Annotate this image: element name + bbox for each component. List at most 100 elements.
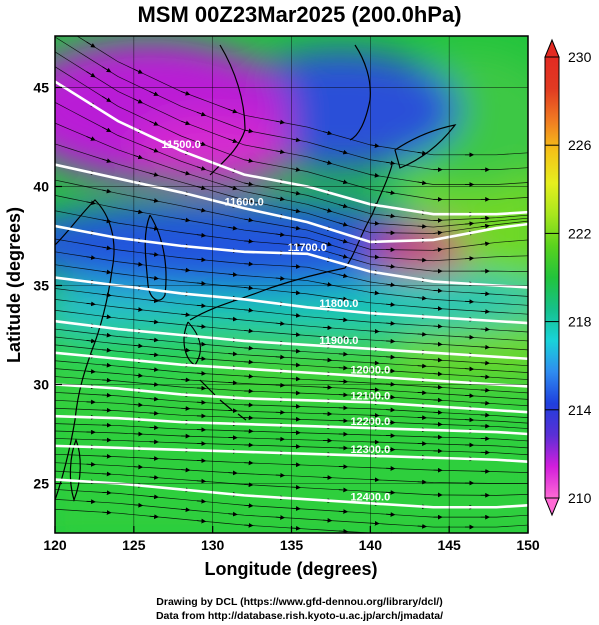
wind-arrow	[149, 396, 159, 402]
wind-arrow	[417, 150, 427, 156]
wind-arrow	[149, 275, 159, 281]
wind-arrow	[102, 292, 112, 298]
wind-arrow	[291, 332, 301, 337]
wind-arrow	[86, 71, 96, 78]
wind-arrow	[86, 255, 96, 260]
wind-arrow	[322, 130, 333, 136]
wind-arrow	[149, 475, 159, 480]
wind-arrow	[228, 316, 238, 322]
wind-arrow	[133, 502, 144, 508]
heatmap-field	[55, 40, 528, 533]
wind-arrow	[386, 190, 396, 196]
wind-arrow	[86, 136, 96, 141]
wind-arrow	[338, 238, 349, 244]
wind-arrow	[386, 282, 396, 288]
colorbar-top-cap	[544, 38, 560, 58]
wind-arrow	[149, 120, 159, 126]
contour-line	[55, 351, 528, 388]
wind-arrow	[244, 198, 254, 204]
wind-arrow	[149, 251, 159, 257]
wind-arrow	[102, 158, 112, 163]
wind-arrow	[291, 225, 301, 231]
coastline-sakhalin	[349, 44, 371, 141]
wind-arrow	[149, 91, 159, 96]
colorbar-tick-label: 230	[568, 49, 592, 65]
wind-arrow	[86, 369, 96, 374]
wind-arrow	[228, 272, 238, 277]
wind-arrow	[338, 254, 349, 259]
colorbar-tick-label: 218	[568, 314, 592, 330]
wind-arrow	[244, 285, 254, 291]
wind-arrow	[181, 507, 191, 513]
wind-arrow	[149, 410, 159, 416]
wind-arrow	[102, 347, 112, 353]
wind-arrow	[433, 230, 443, 236]
wind-arrow	[322, 208, 333, 213]
wind-arrow	[181, 267, 191, 273]
wind-arrow	[275, 119, 286, 125]
contour-line	[55, 414, 528, 436]
height-contours	[55, 80, 528, 509]
wind-arrow	[291, 242, 301, 248]
wind-arrow	[149, 337, 159, 343]
wind-arrow	[181, 170, 191, 176]
wind-arrow	[149, 367, 159, 372]
wind-arrow	[291, 313, 301, 318]
wind-arrow	[338, 296, 349, 302]
coastline-taiwan	[69, 438, 81, 502]
wind-arrow	[133, 307, 144, 312]
wind-arrow	[244, 181, 254, 187]
wind-arrow	[133, 98, 144, 104]
wind-arrow	[338, 222, 349, 227]
wind-arrow	[149, 352, 159, 358]
contour-line	[55, 224, 528, 289]
coastline-korea-peninsula	[144, 214, 167, 301]
wind-arrow	[102, 362, 112, 368]
wind-arrow	[228, 225, 238, 231]
x-axis-ticks: 120 125 130 135 140 145 150	[43, 526, 540, 553]
wind-arrow	[417, 295, 427, 301]
wind-arrow	[370, 143, 380, 148]
wind-arrow	[196, 185, 207, 191]
wind-arrow	[291, 290, 301, 296]
wind-arrow	[244, 158, 254, 163]
wind-arrow	[149, 494, 159, 500]
y-tick-label: 30	[33, 376, 49, 392]
wind-arrow	[133, 154, 144, 160]
wind-arrow	[102, 126, 112, 133]
wind-arrow	[370, 172, 380, 178]
wind-arrow	[275, 196, 286, 202]
wind-arrow	[133, 261, 144, 267]
wind-arrow	[386, 264, 396, 269]
wind-arrow	[338, 179, 349, 185]
wind-arrow	[275, 321, 286, 326]
wind-arrow	[228, 185, 238, 191]
colorbar-tick-label: 214	[568, 402, 592, 418]
wind-arrow	[338, 317, 349, 323]
coastline-primorye	[209, 44, 246, 176]
wind-arrow	[322, 282, 333, 287]
x-tick-label: 120	[43, 537, 67, 553]
colorbar-tick-label: 226	[568, 137, 592, 153]
wind-arrow	[181, 217, 191, 223]
wind-arrow	[291, 190, 301, 196]
wind-arrow	[244, 328, 254, 334]
wind-arrow	[244, 307, 254, 313]
wind-arrow	[180, 120, 191, 126]
wind-arrow	[338, 335, 349, 341]
wind-arrow	[322, 241, 333, 247]
contour-line	[55, 444, 528, 464]
wind-arrow	[102, 188, 112, 194]
data-source-credit: Data from http://database.rish.kyoto-u.a…	[155, 610, 444, 622]
wind-arrow	[386, 213, 396, 219]
colorbar: 210 214 218 222 226 230	[544, 38, 592, 517]
wind-arrow	[370, 290, 380, 296]
wind-arrow	[433, 247, 443, 253]
wind-arrow	[338, 273, 349, 279]
wind-arrow	[275, 276, 286, 281]
x-tick-label: 150	[516, 537, 540, 553]
wind-arrow	[86, 338, 96, 344]
wind-arrow	[149, 226, 159, 231]
wind-arrow	[149, 319, 159, 325]
wind-arrow	[228, 511, 238, 517]
